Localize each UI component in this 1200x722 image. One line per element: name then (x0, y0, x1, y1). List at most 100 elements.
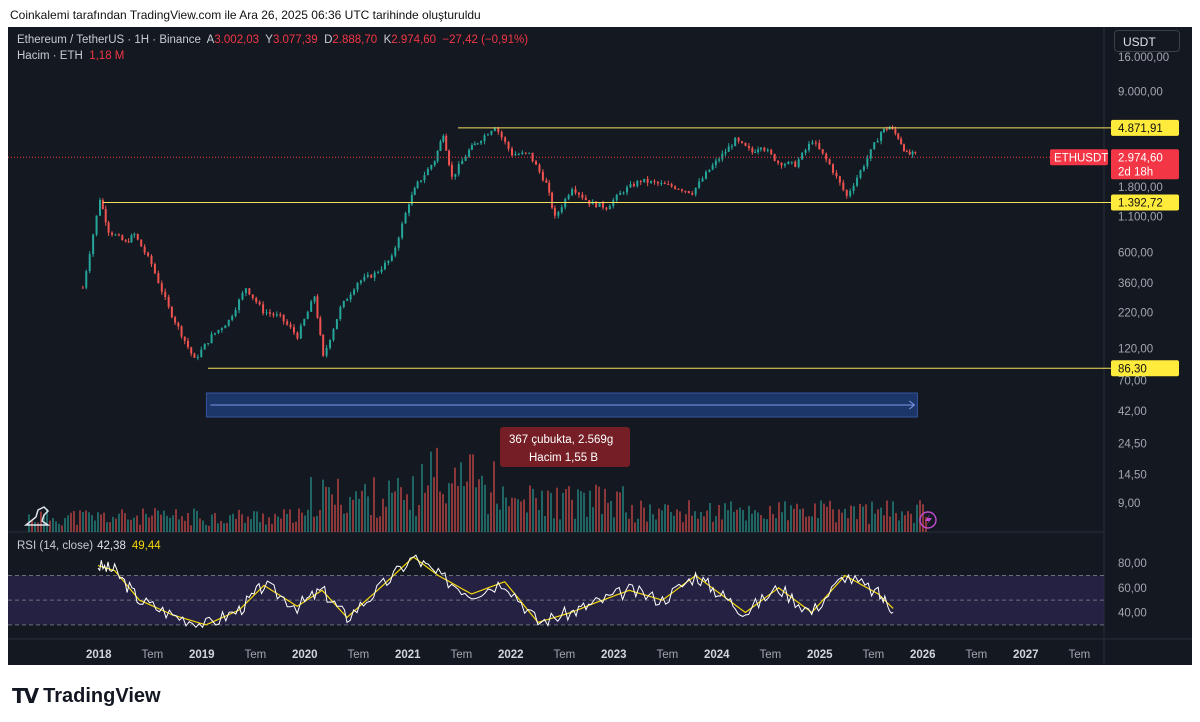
current-price-value: 2.974,60 (1118, 152, 1163, 164)
volume-bar (688, 500, 690, 532)
candle-body (346, 299, 349, 301)
candle-body (420, 180, 423, 182)
volume-bar (160, 514, 162, 532)
candle-body (251, 294, 254, 299)
candle-body (366, 274, 369, 277)
candle-body (436, 150, 439, 162)
volume-bar (868, 523, 870, 532)
volume-bar (388, 480, 390, 532)
volume-bar (346, 512, 348, 532)
close-label: K (383, 34, 392, 46)
volume-bar (448, 483, 450, 532)
volume-bar (655, 519, 657, 532)
volume-bar (409, 509, 411, 532)
x-tick-label: 2025 (807, 649, 833, 661)
candle-body (410, 194, 413, 205)
candle-body (663, 183, 666, 185)
candle-body (517, 154, 520, 156)
candle-body (268, 312, 271, 314)
volume-legend: Hacim · ETH 1,18 M (17, 50, 124, 62)
candle-body (747, 145, 750, 149)
volume-bar (763, 518, 765, 532)
candle-body (629, 184, 632, 188)
volume-bar (766, 519, 768, 532)
volume-bar (40, 511, 42, 532)
symbol-badge-label: ETHUSDT (1054, 152, 1108, 164)
candle-body (170, 306, 173, 318)
candle-body (524, 152, 527, 154)
candle-body (619, 193, 622, 195)
candle-body (832, 164, 835, 173)
candle-body (147, 252, 150, 256)
volume-bar (532, 488, 534, 532)
x-tick-label: 2019 (189, 649, 215, 661)
volume-bar (541, 490, 543, 532)
volume-bar (298, 508, 300, 532)
candle-body (442, 135, 445, 142)
volume-bar (445, 503, 447, 532)
candle-body (387, 260, 390, 263)
candle-body (349, 294, 352, 300)
candle-body (734, 137, 737, 147)
volume-bar (775, 518, 777, 532)
candle-body (473, 143, 476, 146)
volume-bar (166, 515, 168, 532)
volume-bar (844, 508, 846, 532)
volume-bar (631, 504, 633, 532)
volume-bar (676, 509, 678, 532)
volume-bar (562, 492, 564, 532)
candle-body (670, 184, 673, 187)
candle-body (783, 164, 786, 166)
volume-bar (256, 511, 258, 532)
candle-body (873, 142, 876, 150)
candle-body (574, 189, 577, 193)
candle-body (581, 194, 584, 198)
candle-body (454, 173, 457, 177)
volume-bar (715, 516, 717, 532)
volume-bar (67, 515, 69, 532)
currency-button[interactable]: USDT (1114, 30, 1180, 52)
candle-body (310, 301, 313, 312)
candle-body (711, 165, 714, 170)
candle-body (356, 282, 359, 290)
candle-body (282, 314, 285, 322)
volume-bar (58, 523, 60, 532)
x-tick-label: Tem (1069, 649, 1091, 661)
y-tick-label: 16.000,00 (1118, 52, 1169, 64)
candle-body (825, 153, 828, 160)
volume-bar (64, 518, 66, 532)
volume-bar (385, 506, 387, 532)
chart-panel[interactable]: 16.000,00 9.000,00 1.800,00 1.100,00 600,00 3… (8, 27, 1192, 665)
volume-bar (427, 485, 429, 532)
candle-body (339, 307, 342, 320)
rsi-tick-label: 40,00 (1118, 608, 1147, 620)
y-tick-label: 24,50 (1118, 438, 1147, 450)
volume-bar (595, 484, 597, 532)
open-label: A (206, 34, 215, 46)
volume-bar (61, 525, 63, 532)
x-tick-label: Tem (760, 649, 782, 661)
volume-bar (847, 518, 849, 532)
volume-bar (919, 500, 921, 532)
price-chart[interactable]: 16.000,00 9.000,00 1.800,00 1.100,00 600,00 3… (8, 27, 1192, 665)
tradingview-logo[interactable]: TV TradingView (12, 683, 161, 709)
volume-bar (601, 513, 603, 532)
volume-bar (622, 486, 624, 532)
level-price-label: 4.871,91 (1118, 123, 1163, 135)
candle-body (908, 151, 911, 155)
volume-bar (673, 515, 675, 532)
volume-bar (139, 524, 141, 532)
volume-bar (208, 525, 210, 532)
candle-body (571, 189, 574, 196)
dino-icon (23, 506, 51, 526)
volume-bar (607, 502, 609, 532)
candle-body (538, 164, 541, 172)
volume-bar (241, 514, 243, 532)
volume-bar (910, 513, 912, 532)
candle-body (804, 150, 807, 153)
candle-body (335, 319, 338, 330)
volume-bar (121, 509, 123, 532)
volume-bar (322, 479, 324, 532)
volume-bar (133, 517, 135, 532)
volume-bar (307, 509, 309, 532)
